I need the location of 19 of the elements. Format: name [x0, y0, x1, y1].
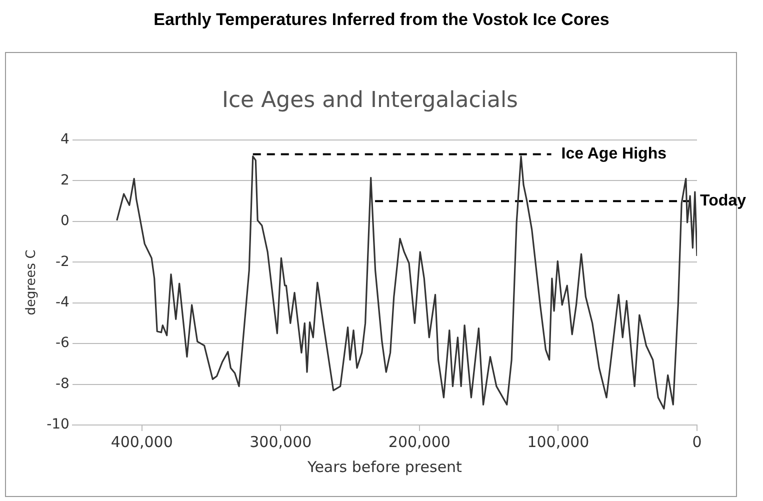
x-axis-title: Years before present	[306, 458, 462, 476]
x-tick-label: 100,000	[527, 432, 590, 451]
x-tick-label: 0	[692, 432, 702, 451]
y-tick-label: 0	[60, 213, 70, 230]
y-tick-label: 4	[60, 132, 70, 148]
y-tick-label: -8	[55, 376, 70, 392]
x-tick-label: 300,000	[250, 432, 312, 451]
chart-subtitle: Ice Ages and Intergalacials	[220, 88, 520, 113]
series-label: Today	[700, 192, 746, 210]
y-tick-label: -6	[55, 335, 70, 352]
y-axis-title: degrees C	[24, 250, 40, 316]
x-tick-label: 400,000	[110, 432, 173, 451]
x-tick-label: 200,000	[388, 432, 450, 451]
series-label: Ice Age Highs	[561, 146, 667, 163]
y-tick-label: -10	[46, 416, 70, 433]
y-tick-label: 2	[60, 172, 70, 188]
chart-title: Earthly Temperatures Inferred from the Vostok Ice Cores	[152, 10, 610, 30]
y-tick-label: -4	[55, 294, 70, 310]
y-tick-label: -2	[55, 254, 70, 270]
